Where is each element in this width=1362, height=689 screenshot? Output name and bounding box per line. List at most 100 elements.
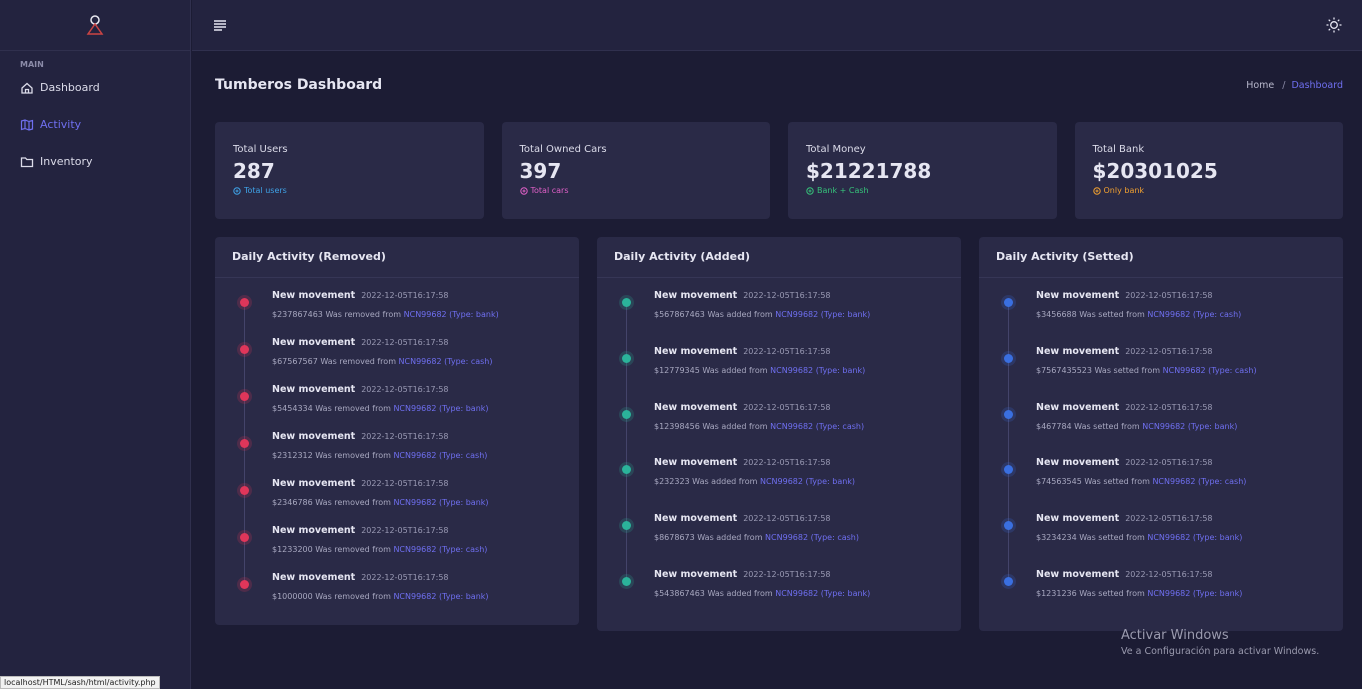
timeline-dot xyxy=(622,409,631,419)
timeline-item: New movement 2022-12-05T16:17:58 $1000000 … xyxy=(215,572,579,619)
item-link[interactable]: NCN99682 (Type: bank) xyxy=(403,310,499,319)
item-desc: $1233200 Was removed from xyxy=(272,545,391,554)
watermark-title: Activar Windows xyxy=(1121,628,1229,643)
stat-note-text: Bank + Cash xyxy=(817,186,869,195)
timeline-item: New movement 2022-12-05T16:17:58 $67567567… xyxy=(215,337,579,384)
timeline-item: New movement 2022-12-05T16:17:58 $5454334 … xyxy=(215,384,579,431)
item-title: New movement 2022-12-05T16:17:58 xyxy=(654,569,961,580)
timeline-item: New movement 2022-12-05T16:17:58 $232323 W… xyxy=(597,457,961,513)
nav-item[interactable]: Inventory xyxy=(0,143,190,180)
item-title: New movement 2022-12-05T16:17:58 xyxy=(1036,513,1343,524)
stat-value: $21221788 xyxy=(806,159,932,183)
item-heading: New movement xyxy=(654,513,738,525)
breadcrumb-home[interactable]: Home xyxy=(1246,80,1275,91)
item-link[interactable]: NCN99682 (Type: cash) xyxy=(393,451,488,460)
item-link[interactable]: NCN99682 (Type: bank) xyxy=(1147,588,1243,598)
nav-label: Dashboard xyxy=(40,81,100,94)
item-title: New movement 2022-12-05T16:17:58 xyxy=(654,513,961,524)
timeline-dot xyxy=(240,439,249,448)
nav-item[interactable]: Activity xyxy=(0,106,190,143)
panels-row: Daily Activity (Removed) New movement 2022… xyxy=(215,237,1343,631)
item-link[interactable]: NCN99682 (Type: bank) xyxy=(759,477,856,487)
item-title: New movement 2022-12-05T16:17:58 xyxy=(272,384,579,395)
item-link[interactable]: NCN99682 (Type: cash) xyxy=(765,533,859,543)
item-link[interactable]: NCN99682 (Type: bank) xyxy=(393,592,489,601)
nav-label: Inventory xyxy=(40,155,93,168)
menu-toggle[interactable] xyxy=(213,19,227,31)
timeline-dot xyxy=(1004,521,1013,531)
breadcrumb-current: Dashboard xyxy=(1291,80,1343,91)
timeline-item: New movement 2022-12-05T16:17:58 $75674355… xyxy=(979,346,1343,402)
item-desc: $232323 Was added from xyxy=(654,477,758,487)
item-title: New movement 2022-12-05T16:17:58 xyxy=(654,457,961,468)
timeline-item: New movement 2022-12-05T16:17:58 $56786746… xyxy=(597,290,961,346)
item-heading: New movement xyxy=(272,290,356,301)
panel-title: Daily Activity (Added) xyxy=(597,237,961,278)
item-desc: $7567435523 Was setted from xyxy=(1036,365,1161,375)
stat-card: Total Users 287 Total users xyxy=(215,122,484,219)
item-desc: $8678673 Was added from xyxy=(654,533,763,543)
timeline-item: New movement 2022-12-05T16:17:58 $2346786 … xyxy=(215,478,579,525)
item-desc: $12398456 Was added from xyxy=(654,421,768,431)
item-link[interactable]: NCN99682 (Type: cash) xyxy=(398,357,493,366)
item-title: New movement 2022-12-05T16:17:58 xyxy=(1036,346,1343,357)
stat-note-text: Total users xyxy=(244,186,287,195)
nav-icon xyxy=(20,118,34,131)
item-title: New movement 2022-12-05T16:17:58 xyxy=(654,290,961,301)
item-time: 2022-12-05T16:17:58 xyxy=(361,385,449,394)
item-time: 2022-12-05T16:17:58 xyxy=(1125,346,1213,356)
item-link[interactable]: NCN99682 (Type: bank) xyxy=(775,588,871,598)
item-link[interactable]: NCN99682 (Type: cash) xyxy=(770,421,865,431)
item-time: 2022-12-05T16:17:58 xyxy=(361,573,449,582)
logo[interactable] xyxy=(0,0,190,51)
timeline-dot xyxy=(240,486,249,495)
timeline-item: New movement 2022-12-05T16:17:58 $23786746… xyxy=(215,290,579,337)
timeline-item: New movement 2022-12-05T16:17:58 $8678673 … xyxy=(597,513,961,569)
item-link[interactable]: NCN99682 (Type: cash) xyxy=(1162,365,1257,375)
item-title: New movement 2022-12-05T16:17:58 xyxy=(654,346,961,357)
item-link[interactable]: NCN99682 (Type: bank) xyxy=(1142,421,1238,431)
panel-body: New movement 2022-12-05T16:17:58 $23786746… xyxy=(215,278,579,625)
timeline-item: New movement 2022-12-05T16:17:58 $2312312 … xyxy=(215,431,579,478)
item-link[interactable]: NCN99682 (Type: bank) xyxy=(1147,533,1243,543)
stat-label: Total Owned Cars xyxy=(519,144,607,155)
note-icon xyxy=(233,186,241,195)
item-title: New movement 2022-12-05T16:17:58 xyxy=(654,402,961,413)
item-link[interactable]: NCN99682 (Type: cash) xyxy=(393,545,488,554)
watermark-text: Ve a Configuración para activar Windows. xyxy=(1121,646,1320,657)
item-link[interactable]: NCN99682 (Type: cash) xyxy=(1152,477,1247,487)
activity-panel: Daily Activity (Added) New movement 2022-1… xyxy=(597,237,961,631)
timeline-item: New movement 2022-12-05T16:17:58 $12779345… xyxy=(597,346,961,402)
timeline-dot xyxy=(240,345,249,354)
item-heading: New movement xyxy=(272,572,356,583)
item-time: 2022-12-05T16:17:58 xyxy=(743,458,831,468)
item-desc: $12779345 Was added from xyxy=(654,365,768,375)
item-text: $67567567 Was removed from NCN99682 (Typ… xyxy=(272,357,579,366)
item-text: $1233200 Was removed from NCN99682 (Type… xyxy=(272,545,579,554)
item-desc: $3456688 Was setted from xyxy=(1036,310,1145,319)
item-title: New movement 2022-12-05T16:17:58 xyxy=(1036,402,1343,413)
page-title: Tumberos Dashboard xyxy=(215,77,383,93)
item-link[interactable]: NCN99682 (Type: bank) xyxy=(770,365,866,375)
note-icon xyxy=(806,186,814,195)
nav-item[interactable]: Dashboard xyxy=(0,69,190,106)
stats-row: Total Users 287 Total users Total Owned Car… xyxy=(215,122,1343,219)
stat-note: Bank + Cash xyxy=(806,186,1039,195)
item-text: $5454334 Was removed from NCN99682 (Type… xyxy=(272,404,579,413)
theme-toggle[interactable] xyxy=(1326,17,1342,33)
item-link[interactable]: NCN99682 (Type: bank) xyxy=(775,310,871,319)
timeline-item: New movement 2022-12-05T16:17:58 $74563545… xyxy=(979,457,1343,513)
timeline-dot xyxy=(1004,576,1013,586)
item-link[interactable]: NCN99682 (Type: bank) xyxy=(393,498,489,507)
item-text: $3456688 Was setted from NCN99682 (Type:… xyxy=(1036,310,1343,319)
item-link[interactable]: NCN99682 (Type: bank) xyxy=(393,404,489,413)
timeline-item: New movement 2022-12-05T16:17:58 $12398456… xyxy=(597,402,961,458)
item-text: $74563545 Was setted from NCN99682 (Type… xyxy=(1036,477,1343,486)
timeline-dot xyxy=(622,576,631,586)
item-link[interactable]: NCN99682 (Type: cash) xyxy=(1147,310,1242,319)
item-heading: New movement xyxy=(654,290,738,301)
item-text: $237867463 Was removed from NCN99682 (Ty… xyxy=(272,310,579,319)
item-title: New movement 2022-12-05T16:17:58 xyxy=(272,478,579,489)
timeline-dot xyxy=(622,465,631,475)
item-heading: New movement xyxy=(272,337,356,348)
